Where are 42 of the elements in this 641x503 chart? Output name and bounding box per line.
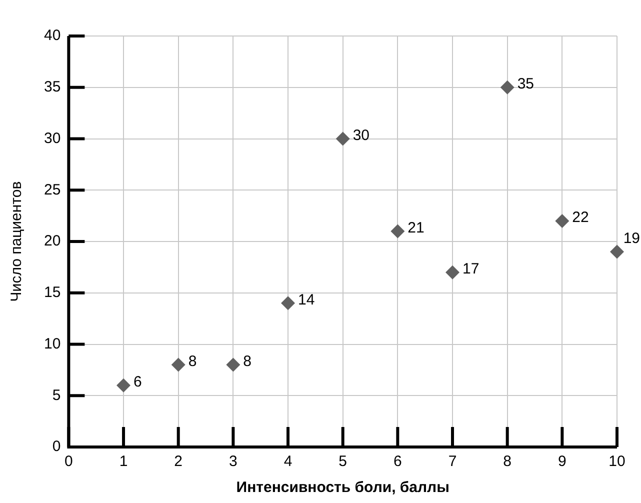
y-tick-label: 30 — [44, 130, 61, 147]
y-tick-label: 20 — [44, 232, 61, 250]
data-label: 19 — [623, 230, 640, 247]
point — [446, 265, 460, 280]
point — [390, 224, 405, 238]
data-label: 30 — [352, 126, 370, 144]
data-label: 22 — [572, 209, 589, 226]
point — [500, 80, 514, 94]
x-tick-label: 10 — [608, 453, 626, 470]
point — [281, 296, 296, 310]
x-tick-label: 9 — [558, 453, 566, 470]
y-tick-label: 5 — [52, 386, 61, 404]
point — [555, 214, 570, 228]
x-tick-label: 6 — [394, 453, 402, 470]
y-tick-label: 25 — [44, 181, 61, 198]
point — [171, 358, 186, 372]
y-axis-title: Число пациентов — [8, 181, 26, 302]
y-tick-label: 15 — [44, 284, 61, 302]
x-tick-label: 1 — [119, 453, 128, 470]
x-tick-label: 2 — [174, 453, 183, 470]
x-tick-label: 4 — [284, 453, 292, 470]
x-tick-label: 7 — [448, 453, 457, 470]
x-tick-label: 8 — [503, 453, 512, 470]
data-label: 21 — [408, 219, 424, 236]
data-label: 35 — [517, 76, 534, 93]
x-tick-label: 5 — [338, 453, 348, 470]
x-tick-label: 3 — [229, 453, 238, 470]
y-tick-label: 0 — [52, 438, 61, 456]
data-label: 8 — [188, 352, 197, 370]
y-tick-label: 10 — [44, 335, 61, 352]
x-tick-label: 0 — [64, 453, 73, 470]
data-label: 14 — [298, 291, 315, 308]
y-tick-label: 40 — [44, 27, 61, 44]
data-label: 6 — [134, 373, 142, 390]
x-axis-title: Интенсивность боли, баллы — [236, 479, 450, 496]
data-label: 8 — [243, 352, 252, 370]
point — [116, 378, 131, 392]
point — [336, 132, 350, 146]
y-tick-label: 35 — [44, 78, 61, 96]
point — [226, 358, 240, 372]
data-label: 17 — [462, 260, 480, 278]
point — [610, 244, 624, 259]
